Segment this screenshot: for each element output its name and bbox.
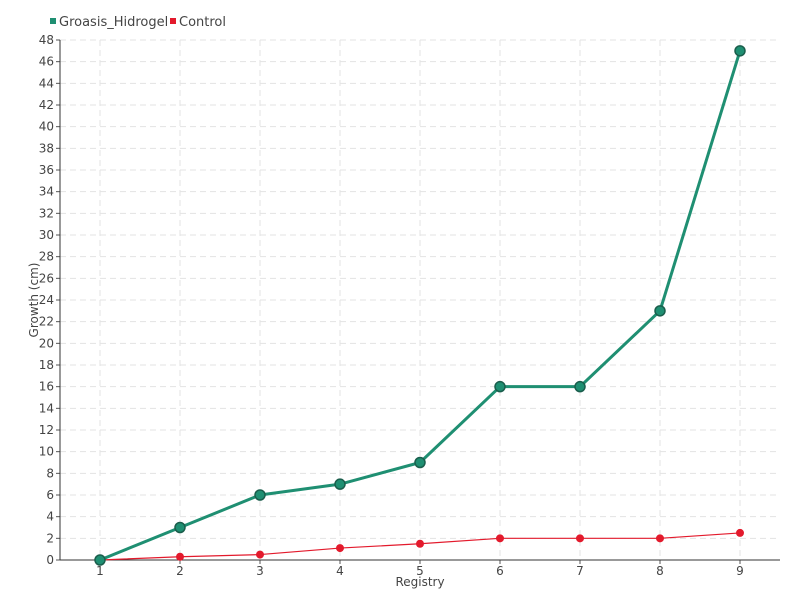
- y-tick-label: 22: [39, 315, 54, 329]
- data-point-groasis-hidrogel: [494, 380, 506, 393]
- y-tick-label: 26: [39, 271, 54, 285]
- y-tick-label: 38: [39, 141, 54, 155]
- y-tick-label: 46: [39, 55, 54, 69]
- y-tick-labels: 0246810121416182022242628303234363840424…: [39, 33, 54, 567]
- data-point-groasis-hidrogel: [574, 380, 586, 393]
- y-tick-label: 18: [39, 358, 54, 372]
- x-tick-label: 1: [96, 564, 104, 578]
- y-tick-label: 28: [39, 250, 54, 264]
- y-tick-label: 42: [39, 98, 54, 112]
- y-tick-label: 36: [39, 163, 54, 177]
- data-point-control: [736, 528, 744, 537]
- x-tick-label: 4: [336, 564, 344, 578]
- y-tick-label: 0: [46, 553, 54, 567]
- y-tick-label: 20: [39, 336, 54, 350]
- x-tick-label: 9: [736, 564, 744, 578]
- x-tick-label: 7: [576, 564, 584, 578]
- data-point-control: [256, 550, 264, 559]
- data-point-groasis-hidrogel: [334, 478, 346, 490]
- axes: [56, 39, 780, 564]
- legend-swatch-groasis-hidrogel: [50, 18, 56, 24]
- legend: Groasis_Hidrogel Control: [50, 15, 226, 30]
- y-tick-label: 34: [39, 185, 54, 199]
- series-layer: [94, 45, 746, 566]
- data-point-control: [496, 534, 504, 543]
- data-point-control: [656, 534, 664, 543]
- y-axis-title: Growth (cm): [27, 263, 41, 338]
- data-point-control: [416, 539, 424, 548]
- y-tick-label: 14: [39, 401, 54, 415]
- y-tick-label: 44: [39, 76, 54, 90]
- y-tick-label: 8: [46, 466, 54, 480]
- y-tick-label: 12: [39, 423, 54, 437]
- data-point-groasis-hidrogel: [94, 554, 106, 566]
- y-tick-label: 24: [39, 293, 54, 307]
- data-point-control: [336, 544, 344, 553]
- x-tick-label: 3: [256, 564, 264, 578]
- y-tick-label: 48: [39, 33, 54, 47]
- y-tick-label: 32: [39, 206, 54, 220]
- legend-swatch-control: [170, 18, 176, 24]
- x-tick-label: 5: [416, 564, 424, 578]
- data-point-control: [176, 552, 184, 561]
- data-point-groasis-hidrogel: [654, 305, 666, 317]
- legend-label-groasis-hidrogel: Groasis_Hidrogel: [59, 15, 168, 30]
- y-tick-label: 2: [46, 531, 54, 545]
- x-axis-title: Registry: [395, 575, 444, 589]
- data-point-groasis-hidrogel: [174, 521, 186, 534]
- y-tick-label: 4: [46, 510, 54, 524]
- legend-label-control: Control: [179, 15, 226, 30]
- x-tick-label: 8: [656, 564, 664, 578]
- x-tick-label: 6: [496, 564, 504, 578]
- y-tick-label: 6: [46, 488, 54, 502]
- data-point-control: [576, 534, 584, 543]
- y-tick-label: 40: [39, 120, 54, 134]
- data-point-groasis-hidrogel: [414, 456, 426, 469]
- y-tick-label: 16: [39, 380, 54, 394]
- y-tick-label: 10: [39, 445, 54, 459]
- data-point-groasis-hidrogel: [254, 489, 266, 501]
- data-point-groasis-hidrogel: [734, 45, 746, 57]
- y-tick-label: 30: [39, 228, 54, 242]
- x-tick-labels: 1 2 3 4 5 6 7 8 9: [96, 564, 744, 578]
- x-tick-label: 2: [176, 564, 184, 578]
- grid: [60, 39, 780, 560]
